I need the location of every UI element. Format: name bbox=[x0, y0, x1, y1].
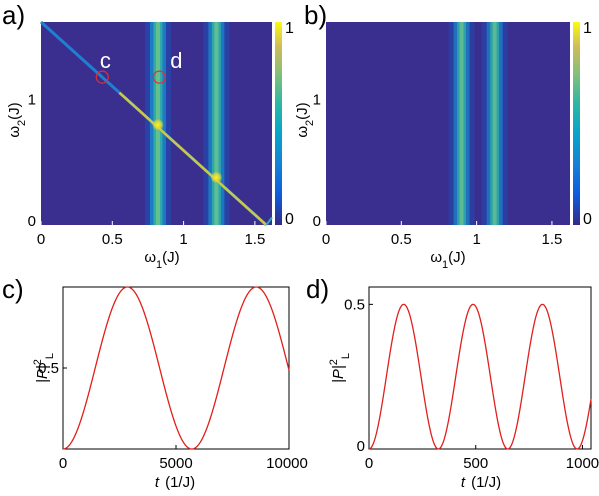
panel-b-label: b) bbox=[304, 0, 327, 30]
a-marker-circle-d bbox=[152, 70, 166, 84]
a-xtick-label-0: 0 bbox=[37, 231, 45, 248]
b-xtick-label-0: 0 bbox=[322, 231, 330, 248]
a-ytick-label-1: 1 bbox=[28, 92, 36, 109]
c-xtick-label-0: 0 bbox=[59, 455, 67, 472]
c-ytick-label-0: 0.5 bbox=[38, 360, 59, 377]
panel-d-ylabel: |P|2L bbox=[328, 353, 352, 383]
a-xtick-label-2: 1 bbox=[179, 231, 187, 248]
b-ytick-label-1: 1 bbox=[313, 92, 321, 109]
c-xtick-label-1: 5000 bbox=[159, 455, 192, 472]
panel-b-heatmap bbox=[326, 22, 570, 225]
panel-a-xlabel: ω1(J) bbox=[144, 249, 179, 271]
panel-c-ticks: 0 5000 10000 0.5 bbox=[38, 360, 308, 472]
b-xtick-label-1: 0.5 bbox=[391, 231, 412, 248]
panel-a-label: a) bbox=[2, 0, 25, 30]
panel-d-series bbox=[368, 303, 592, 450]
panel-b-ylabel: ω2(J) bbox=[294, 102, 316, 137]
a-xtick-label-1: 0.5 bbox=[102, 231, 123, 248]
a-bright-spot-0 bbox=[151, 118, 164, 131]
a-diagonal-line-bright bbox=[118, 91, 268, 226]
panel-c-label: c) bbox=[2, 274, 24, 304]
panel-d-label: d) bbox=[306, 274, 329, 304]
panel-a-xlabel-omega: ω bbox=[144, 249, 156, 266]
a-marker-circle-c bbox=[95, 70, 109, 84]
panel-c-ylabel: |P|2L bbox=[32, 353, 56, 383]
c-xtick-label-2: 10000 bbox=[266, 455, 308, 472]
panel-d-frame bbox=[368, 286, 592, 450]
a-band-1-layer-3 bbox=[214, 22, 219, 225]
a-xtick-label-3: 1.5 bbox=[244, 231, 265, 248]
a-diagonal-tail bbox=[265, 216, 273, 226]
panel-a-ticks: 0 0.5 1 1.5 0 1 bbox=[28, 92, 266, 248]
panel-d-ticks: 0 500 1000 0 0.5 bbox=[344, 296, 599, 472]
a-bright-spot-1 bbox=[210, 171, 223, 184]
panel-b: b) 1 0 0 0.5 1 1.5 0 1 ω1(J) ω2(J) bbox=[294, 0, 592, 271]
b-xtick-label-2: 1 bbox=[472, 231, 480, 248]
panel-b-colorbar-max: 1 bbox=[583, 20, 592, 37]
d-xtick-label-1: 500 bbox=[463, 455, 488, 472]
d-xtick-label-0: 0 bbox=[365, 455, 373, 472]
d-ytick-label-0: 0 bbox=[357, 438, 365, 455]
panel-c: c) 0 5000 10000 0.5 |P|2L t (1/J) bbox=[2, 274, 308, 491]
d-xtick-label-2: 1000 bbox=[566, 455, 599, 472]
a-marker-label-d: d bbox=[170, 48, 182, 73]
panel-b-xlabel: ω1(J) bbox=[430, 249, 465, 271]
panel-a-colorbar-max: 1 bbox=[285, 20, 294, 37]
panel-d: d) 0 500 1000 0 0.5 |P|2L t (1/J) bbox=[306, 274, 599, 491]
a-ytick-label-0: 0 bbox=[28, 213, 36, 230]
panel-a-ylabel: ω2(J) bbox=[6, 102, 28, 137]
panel-b-colorbar-min: 0 bbox=[583, 211, 592, 228]
b-band-0-layer-3 bbox=[459, 22, 464, 225]
panel-a-diagonal bbox=[39, 20, 273, 227]
panel-a-colorbar bbox=[275, 22, 282, 225]
panel-b-bands bbox=[448, 22, 508, 225]
d-ytick-label-1: 0.5 bbox=[344, 296, 365, 313]
panel-c-xlabel: t (1/J) bbox=[155, 474, 195, 491]
b-band-1-layer-3 bbox=[492, 22, 497, 225]
panel-a-colorbar-min: 0 bbox=[285, 211, 294, 228]
b-ytick-label-0: 0 bbox=[313, 213, 321, 230]
panel-c-series bbox=[62, 286, 290, 450]
panel-b-ticks: 0 0.5 1 1.5 0 1 bbox=[313, 92, 563, 248]
b-xtick-label-3: 1.5 bbox=[541, 231, 562, 248]
a-marker-label-c: c bbox=[100, 48, 111, 73]
panel-b-colorbar bbox=[573, 22, 580, 225]
panel-d-xlabel: t (1/J) bbox=[461, 474, 501, 491]
